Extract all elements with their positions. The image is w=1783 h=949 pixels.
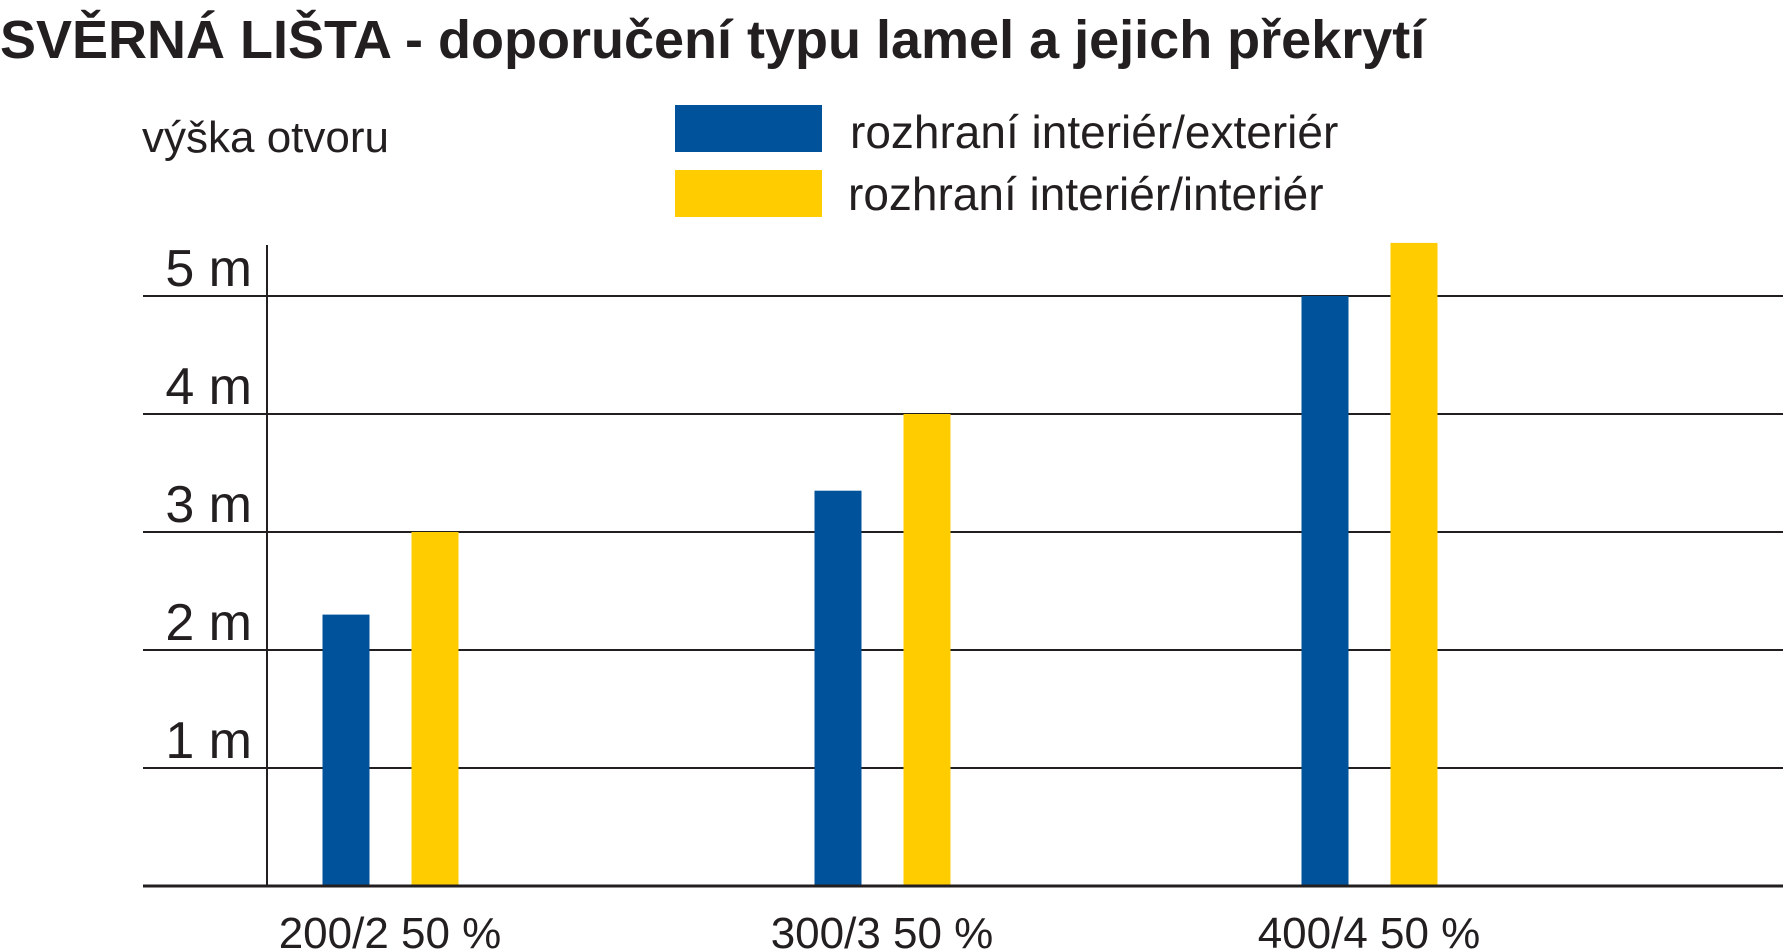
bar-interior-interior-2 xyxy=(903,414,951,886)
legend-label: rozhraní interiér/interiér xyxy=(848,168,1324,220)
x-tick-label: 300/3 50 % xyxy=(771,909,994,949)
chart-title: SVĚRNÁ LIŠTA - doporučení typu lamel a j… xyxy=(0,9,1427,70)
legend: rozhraní interiér/exteriér rozhraní inter… xyxy=(675,105,1338,220)
y-tick-label: 2 m xyxy=(165,594,252,652)
y-tick-label: 1 m xyxy=(165,712,252,770)
legend-label: rozhraní interiér/exteriér xyxy=(850,106,1338,158)
y-tick-label: 5 m xyxy=(165,240,252,298)
y-axis-ticks: 1 m 2 m 3 m 4 m 5 m xyxy=(165,240,252,770)
bar-interior-exterior-1 xyxy=(322,614,370,886)
bar-interior-exterior-3 xyxy=(1301,296,1349,886)
gridlines xyxy=(143,295,1783,769)
bars xyxy=(322,242,1438,886)
legend-swatch xyxy=(675,105,822,152)
bar-interior-exterior-2 xyxy=(814,490,862,886)
y-tick-label: 4 m xyxy=(165,358,252,416)
legend-swatch xyxy=(675,170,822,217)
x-axis-ticks: 200/2 50 % 300/3 50 % 400/4 50 % xyxy=(279,909,1481,949)
y-tick-label: 3 m xyxy=(165,476,252,534)
bar-interior-interior-1 xyxy=(411,532,459,886)
x-tick-label: 200/2 50 % xyxy=(279,909,502,949)
y-axis-label: výška otvoru xyxy=(142,113,389,162)
bar-interior-interior-3 xyxy=(1390,242,1438,886)
x-tick-label: 400/4 50 % xyxy=(1258,909,1481,949)
